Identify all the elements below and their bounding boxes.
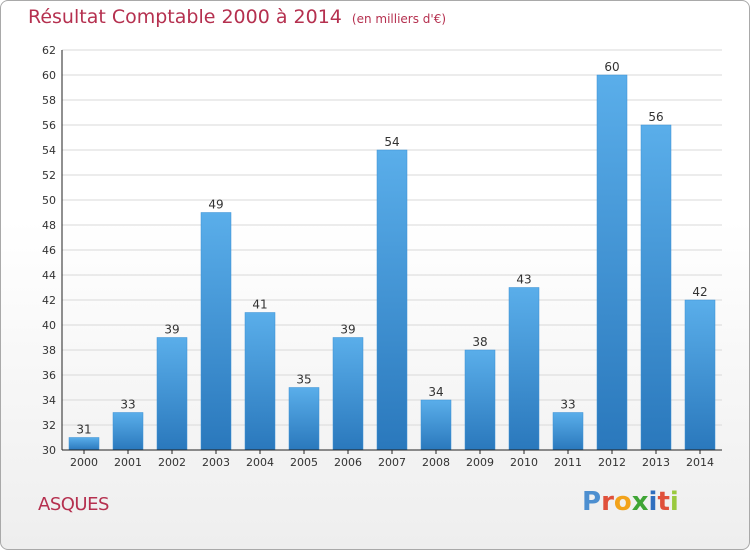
- bar-2005: [288, 387, 320, 451]
- data-label-2004: 41: [252, 298, 267, 312]
- data-label-2002: 39: [164, 323, 179, 337]
- x-tick-label-2011: 2011: [554, 456, 582, 469]
- x-tick-label-2004: 2004: [246, 456, 274, 469]
- y-tick-label: 58: [42, 94, 56, 107]
- bar-2013: [640, 124, 672, 451]
- bar-2008: [420, 399, 452, 451]
- y-tick-label: 60: [42, 69, 56, 82]
- logo-letter: P: [582, 487, 602, 517]
- bar-2009: [464, 349, 496, 451]
- logo-letter: t: [657, 487, 670, 517]
- data-label-2009: 38: [472, 335, 487, 349]
- bar-2000: [68, 437, 100, 451]
- y-tick-label: 42: [42, 294, 56, 307]
- y-tick-label: 34: [42, 394, 56, 407]
- proxiti-logo: Proxiti: [582, 487, 679, 517]
- data-label-2010: 43: [516, 273, 531, 287]
- x-tick-label-2009: 2009: [466, 456, 494, 469]
- data-label-2003: 49: [208, 198, 223, 212]
- y-tick-label: 54: [42, 144, 56, 157]
- x-tick-label-2014: 2014: [686, 456, 714, 469]
- data-label-2008: 34: [428, 385, 443, 399]
- bar-2003: [200, 212, 232, 451]
- data-label-2001: 33: [120, 398, 135, 412]
- bar-2002: [156, 337, 188, 451]
- bar-2007: [376, 149, 408, 451]
- y-tick-label: 44: [42, 269, 56, 282]
- bar-2014: [684, 299, 716, 451]
- data-label-2006: 39: [340, 323, 355, 337]
- place-name: ASQUES: [38, 494, 109, 515]
- bar-2006: [332, 337, 364, 451]
- y-tick-label: 40: [42, 319, 56, 332]
- logo-letter: i: [648, 487, 658, 517]
- y-tick-label: 30: [42, 444, 56, 457]
- y-tick-label: 46: [42, 244, 56, 257]
- x-tick-label-2001: 2001: [114, 456, 142, 469]
- x-tick-label-2005: 2005: [290, 456, 318, 469]
- x-tick-label-2013: 2013: [642, 456, 670, 469]
- logo-letter: r: [601, 487, 614, 517]
- y-tick-label: 48: [42, 219, 56, 232]
- y-tick-label: 36: [42, 369, 56, 382]
- data-label-2011: 33: [560, 398, 575, 412]
- chart-title-text: Résultat Comptable 2000 à 2014: [28, 6, 342, 28]
- data-label-2014: 42: [692, 285, 707, 299]
- bar-2004: [244, 312, 276, 451]
- y-tick-label: 52: [42, 169, 56, 182]
- x-tick-label-2008: 2008: [422, 456, 450, 469]
- y-tick-label: 50: [42, 194, 56, 207]
- x-tick-label-2000: 2000: [70, 456, 98, 469]
- logo-letter: i: [669, 487, 679, 517]
- data-label-2005: 35: [296, 373, 311, 387]
- data-label-2000: 31: [76, 423, 91, 437]
- x-tick-label-2012: 2012: [598, 456, 626, 469]
- logo-letter: x: [631, 487, 649, 517]
- y-tick-label: 32: [42, 419, 56, 432]
- bar-2011: [552, 412, 584, 451]
- y-tick-label: 56: [42, 119, 56, 132]
- x-tick-label-2007: 2007: [378, 456, 406, 469]
- y-tick-label: 38: [42, 344, 56, 357]
- y-tick-label: 62: [42, 44, 56, 57]
- x-tick-label-2002: 2002: [158, 456, 186, 469]
- logo-letter: o: [613, 487, 632, 517]
- data-label-2007: 54: [384, 135, 399, 149]
- bar-2012: [596, 74, 628, 451]
- x-tick-label-2010: 2010: [510, 456, 538, 469]
- chart-unit-note: (en milliers d'€): [351, 12, 447, 26]
- data-label-2013: 56: [648, 110, 663, 124]
- data-label-2012: 60: [604, 60, 619, 74]
- chart-title: Résultat Comptable 2000 à 2014 (en millie…: [28, 6, 446, 28]
- x-tick-label-2006: 2006: [334, 456, 362, 469]
- bar-2010: [508, 287, 540, 451]
- bar-2001: [112, 412, 144, 451]
- x-tick-label-2003: 2003: [202, 456, 230, 469]
